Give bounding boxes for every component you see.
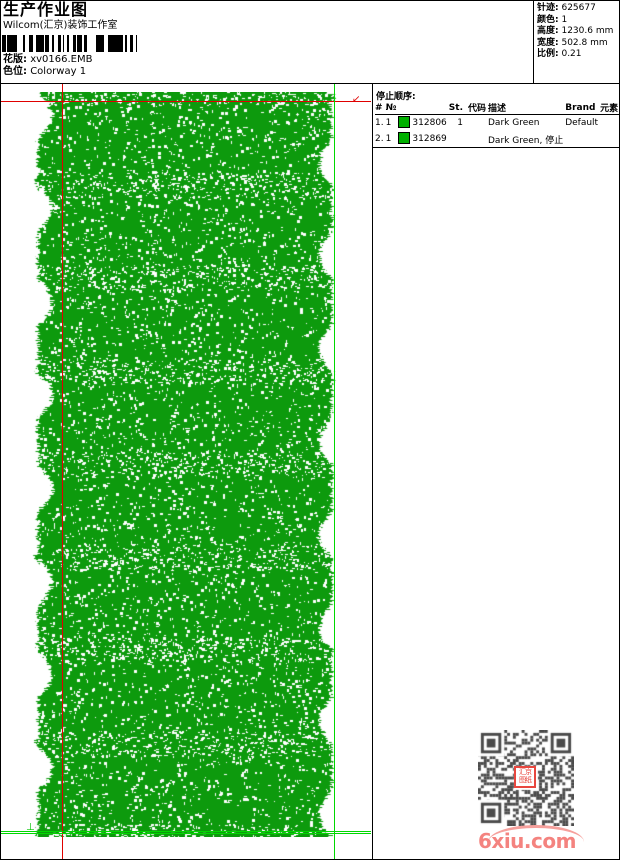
seal-line-1: 汇京	[519, 768, 532, 776]
stop-sequence-box: 停止顺序: # № St. 代码 描述 Brand 元素 1. 1 312	[373, 86, 620, 148]
cell-thread-code: 312869	[412, 134, 447, 144]
design-preview-pane	[1, 84, 372, 859]
info-label: 颜色:	[537, 14, 559, 25]
cell-color-swatch	[398, 115, 412, 132]
design-file-label: 花版:	[3, 54, 27, 65]
info-label: 高度:	[537, 26, 559, 37]
col-header-element: 元素	[600, 101, 620, 115]
cell-brand: Default	[565, 118, 599, 128]
table-row[interactable]: 1. 1 312806 1 Dark Green Default	[375, 115, 620, 132]
cell-brand	[565, 131, 600, 147]
stop-sequence-title: 停止顺序:	[376, 92, 416, 102]
guide-line-vertical-red	[62, 84, 63, 859]
cell-code-spacer	[468, 131, 488, 147]
colorway-line: 色位: Colorway 1	[3, 66, 86, 78]
cell-description: Dark Green, 停止	[488, 135, 564, 146]
cell-number: 1	[385, 134, 392, 144]
cell-element	[600, 131, 620, 147]
table-row[interactable]: 2. 1 312869 Dark Green, 停止	[375, 131, 620, 147]
cell-element	[600, 115, 620, 132]
info-value: 1	[558, 14, 568, 25]
stitch-canvas	[29, 92, 339, 837]
table-header-row: # № St. 代码 描述 Brand 元素	[375, 101, 620, 115]
studio-name: Wilcom(汇京)装饰工作室	[3, 20, 118, 31]
guide-line-horizontal-green-upper	[1, 831, 371, 832]
thread-color-swatch-icon	[398, 132, 411, 144]
info-value: 0.21	[558, 49, 582, 60]
info-value: 502.8 mm	[558, 37, 608, 48]
pane-divider	[372, 84, 373, 859]
guide-line-horizontal-red	[1, 101, 371, 102]
origin-marker-icon: ↙	[352, 94, 361, 105]
barcode	[2, 35, 138, 52]
info-label: 宽度:	[537, 37, 559, 48]
col-header-swatch	[398, 101, 413, 115]
logo-swoosh-icon	[488, 825, 584, 842]
title-block: 生产作业图 Wilcom(汇京)装饰工作室	[3, 1, 143, 32]
design-file-line: 花版: xv0166.EMB	[3, 54, 92, 66]
baseline-marker-icon: ⊥	[26, 822, 35, 833]
cell-code-spacer	[468, 115, 488, 132]
seal-line-2: 图纸	[519, 776, 532, 784]
cell-index: 1.	[375, 118, 384, 128]
info-row-4: 比例: 0.21	[537, 49, 620, 61]
colorway-label: 色位:	[3, 66, 27, 77]
stop-sequence-panel: 停止顺序: # № St. 代码 描述 Brand 元素 1. 1 312	[373, 84, 620, 859]
info-row-3: 宽度: 502.8 mm	[537, 38, 620, 50]
cell-color-swatch	[398, 131, 412, 147]
cell-stop: 1	[457, 118, 463, 128]
col-header-st: St.	[448, 101, 468, 115]
guide-line-horizontal-green	[1, 833, 371, 834]
thread-color-swatch-icon	[398, 116, 411, 128]
cell-description: Dark Green	[488, 118, 540, 128]
info-label: 比例:	[537, 49, 559, 60]
embroidery-stitch-art	[29, 92, 339, 837]
cell-stop	[449, 131, 468, 147]
info-value: 1230.6 mm	[558, 26, 614, 37]
stop-sequence-body: 1. 1 312806 1 Dark Green Default 2. 1 312869 Dark…	[375, 115, 620, 148]
info-value: 625677	[558, 3, 596, 13]
guide-line-vertical-green	[334, 84, 335, 859]
col-header-code: 代码	[467, 101, 488, 115]
design-file-value: xv0166.EMB	[30, 54, 93, 65]
col-header-code-value	[412, 101, 449, 115]
branding-block: 汇京 图纸 6xiu.com	[478, 730, 586, 853]
stop-sequence-table: # № St. 代码 描述 Brand 元素 1. 1 312806 1 Dark Gr…	[375, 101, 620, 147]
info-label: 针迹:	[537, 3, 559, 13]
cell-number: 1	[385, 118, 392, 128]
col-header-description: 描述	[488, 101, 566, 115]
cell-thread-code: 312806	[412, 118, 447, 128]
site-logo-text: 6xiu.com	[478, 829, 576, 853]
info-row-0: 针迹: 625677	[537, 3, 620, 15]
header-band: 生产作业图 Wilcom(汇京)装饰工作室 花版: xv0166.EMB 色位:…	[0, 0, 620, 84]
col-header-number: №	[385, 101, 399, 115]
colorway-value: Colorway 1	[30, 66, 87, 77]
info-row-1: 颜色: 1	[537, 15, 620, 27]
info-row-2: 高度: 1230.6 mm	[537, 26, 620, 38]
col-header-brand: Brand	[565, 101, 601, 115]
col-header-index: #	[375, 101, 386, 115]
design-info-panel: 针迹: 625677 颜色: 1 高度: 1230.6 mm 宽度: 502.8 mm…	[533, 0, 620, 84]
cell-index: 2.	[375, 134, 384, 144]
company-seal-icon: 汇京 图纸	[514, 766, 536, 788]
page-title: 生产作业图	[3, 0, 89, 19]
